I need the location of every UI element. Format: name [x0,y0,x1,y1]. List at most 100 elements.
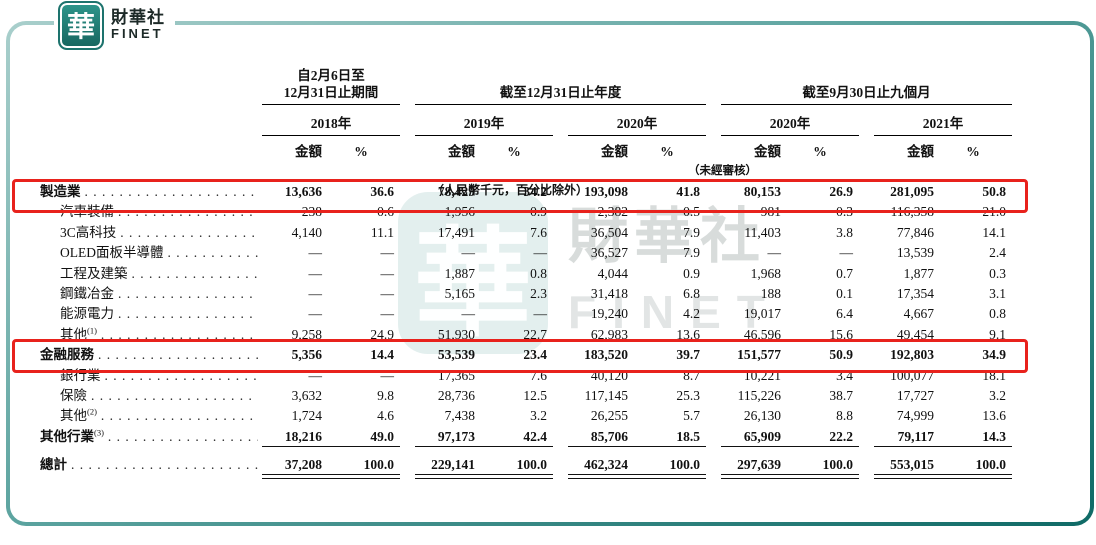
amount-header: 金額 [754,144,781,159]
cell-amount: 74,999 [896,408,934,424]
table-row: OLED面板半導體 — — — — 36,527 7.9 — — 13,539 2.4 [40,243,1012,263]
cell-amount: 1,887 [444,265,475,281]
row-label: 鋼鐵冶金 [40,284,262,304]
dot-leader [105,366,259,386]
cell-amount: — [767,245,782,261]
cell-percent: 39.7 [676,347,700,363]
table-header: 自2月6日至 12月31日止期間 截至12月31日止年度 截至9月30日止九個月… [40,55,1012,198]
cell-amount: 4,044 [597,265,628,281]
cell-amount: — [461,245,476,261]
amount-header: 金額 [295,144,322,159]
cell-amount: 36,527 [590,245,628,261]
cell-percent: 100.0 [475,455,553,480]
cell-amount: — [308,265,323,281]
cell-percent: 0.7 [836,265,853,281]
dot-leader [71,455,258,475]
year-header-row: 2018年 2019年 2020年 2020年 2021年 [40,109,1012,136]
table-row: 製造業 13,636 36.6 78,429 34.2 193,098 41.8 80,153… [40,182,1012,202]
cell-percent: 7.9 [683,245,700,261]
cell-amount: 19,240 [590,306,628,322]
table-row: 保險 3,632 9.8 28,736 12.5 117,145 25.3 115,226 38… [40,386,1012,406]
cell-percent: — [380,265,395,281]
cell-amount: 4,140 [291,224,322,240]
finet-logo-icon: 華 [58,0,104,50]
percent-header: % [966,144,980,159]
cell-amount: — [308,306,323,322]
column-label-row: 金額 % 金額 % 金額 % 金額 % 金額 % [40,140,1012,160]
row-label: 保險 [40,386,262,406]
cell-percent: 0.3 [989,265,1006,281]
cell-amount: 77,846 [896,224,934,240]
cell-amount: 192,803 [890,347,934,363]
percent-header: % [354,144,368,159]
dot-leader [91,386,258,406]
cell-percent: — [533,306,548,322]
cell-percent: 7.6 [530,367,547,383]
cell-percent: 22.2 [781,427,859,448]
cell-percent: 0.8 [530,265,547,281]
cell-amount: 17,365 [437,367,475,383]
cell-percent: 24.9 [370,326,394,342]
dot-leader [101,325,258,345]
cell-amount: 79,117 [874,427,934,448]
row-label: 其他(2) [40,406,262,426]
group-title-line: 截至9月30日止九個月 [802,85,931,100]
cell-amount: 37,208 [262,455,322,480]
cell-percent: 9.1 [989,326,1006,342]
cell-percent: 3.8 [836,224,853,240]
cell-amount: 26,255 [590,408,628,424]
cell-amount: 115,226 [737,387,781,403]
cell-percent: 5.7 [683,408,700,424]
cell-percent: 8.7 [683,367,700,383]
cell-percent: 42.4 [475,427,553,448]
percent-header: % [660,144,674,159]
cell-amount: 1,877 [903,265,934,281]
cell-percent: 22.7 [523,326,547,342]
table-row: 汽車裝備 238 0.6 1,956 0.9 2,382 0.5 981 0.3 116,358 2… [40,202,1012,222]
row-label: 其他(1) [40,325,262,345]
cell-amount: 17,727 [896,387,934,403]
unaudited-note: （未經審核） [688,165,757,177]
cell-amount: 13,539 [896,245,934,261]
group-header-year-ended: 截至12月31日止年度 [415,55,706,105]
cell-amount: 53,539 [437,347,475,363]
percent-header: % [507,144,521,159]
cell-percent: 100.0 [934,455,1012,480]
table-row: 金融服務 5,356 14.4 53,539 23.4 183,520 39.7 151,57… [40,345,1012,365]
cell-amount: 17,491 [437,224,475,240]
cell-amount: 151,577 [737,347,781,363]
cell-percent: 3.4 [836,367,853,383]
cell-amount: 28,736 [437,387,475,403]
cell-amount: 36,504 [590,224,628,240]
cell-percent: 4.6 [377,408,394,424]
dot-leader [118,284,258,304]
cell-percent: 49.0 [322,427,400,448]
cell-amount: 3,632 [291,387,322,403]
table-row: 工程及建築 — — 1,887 0.8 4,044 0.9 1,968 0.7 1,877 0.3 [40,264,1012,284]
cell-percent: 21.0 [982,204,1006,220]
watermark: 華 財華社 FINET [398,192,781,354]
cell-percent: 36.6 [370,184,394,199]
cell-percent: 18.1 [982,367,1006,383]
cell-amount: 1,724 [291,408,322,424]
cell-percent: 50.8 [982,184,1006,199]
cell-percent: — [380,245,395,261]
table-row: 總計37,208100.0229,141100.0462,324100.0297… [40,455,1012,480]
cell-amount: 188 [760,285,781,301]
cell-amount: 116,358 [890,204,934,220]
cell-amount: 553,015 [874,455,934,480]
row-label: 工程及建築 [40,264,262,284]
logo-name-en: FINET [111,26,164,42]
cell-amount: 281,095 [890,184,934,199]
table-row: 3C高科技 4,140 11.1 17,491 7.6 36,504 7.9 11,403 3.… [40,223,1012,243]
cell-amount: 19,017 [743,306,781,322]
table-row: 銀行業 — — 17,365 7.6 40,120 8.7 10,221 3.4 100,077 1… [40,366,1012,386]
group-title-line: 截至12月31日止年度 [499,85,622,100]
cell-percent: 0.9 [683,265,700,281]
cell-amount: 62,983 [590,326,628,342]
row-label: OLED面板半導體 [40,243,262,263]
cell-percent: 7.9 [683,224,700,240]
logo-text: 財華社 FINET [111,9,165,40]
logo-name-cn: 財華社 [111,8,165,28]
